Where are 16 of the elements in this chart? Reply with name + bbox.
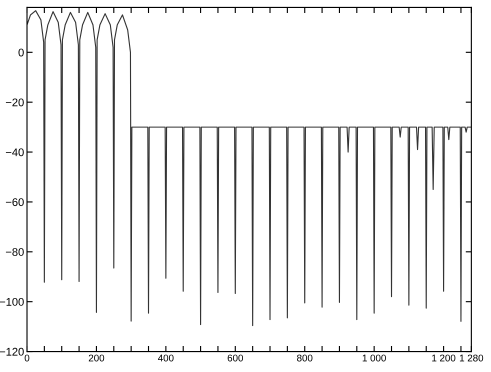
y-tick-label: −80 — [6, 248, 24, 256]
line-series — [27, 10, 472, 326]
x-tick-label: 200 — [88, 354, 104, 362]
x-tick-label: 400 — [158, 354, 174, 362]
x-tick-label: 1 000 — [362, 354, 386, 362]
y-tick-label: −120 — [0, 348, 24, 356]
x-tick-label: 1 200 — [432, 354, 456, 362]
x-tick-label: 1 280 — [460, 354, 484, 362]
y-tick-label: −40 — [6, 148, 24, 156]
x-tick-label: 600 — [228, 354, 244, 362]
x-tick-label: 0 — [24, 354, 30, 362]
y-tick-label: −60 — [6, 198, 24, 206]
y-tick-label: −20 — [6, 98, 24, 106]
y-tick-label: 0 — [18, 48, 24, 56]
y-tick-label: −100 — [0, 298, 24, 306]
x-tick-label: 800 — [297, 354, 312, 362]
